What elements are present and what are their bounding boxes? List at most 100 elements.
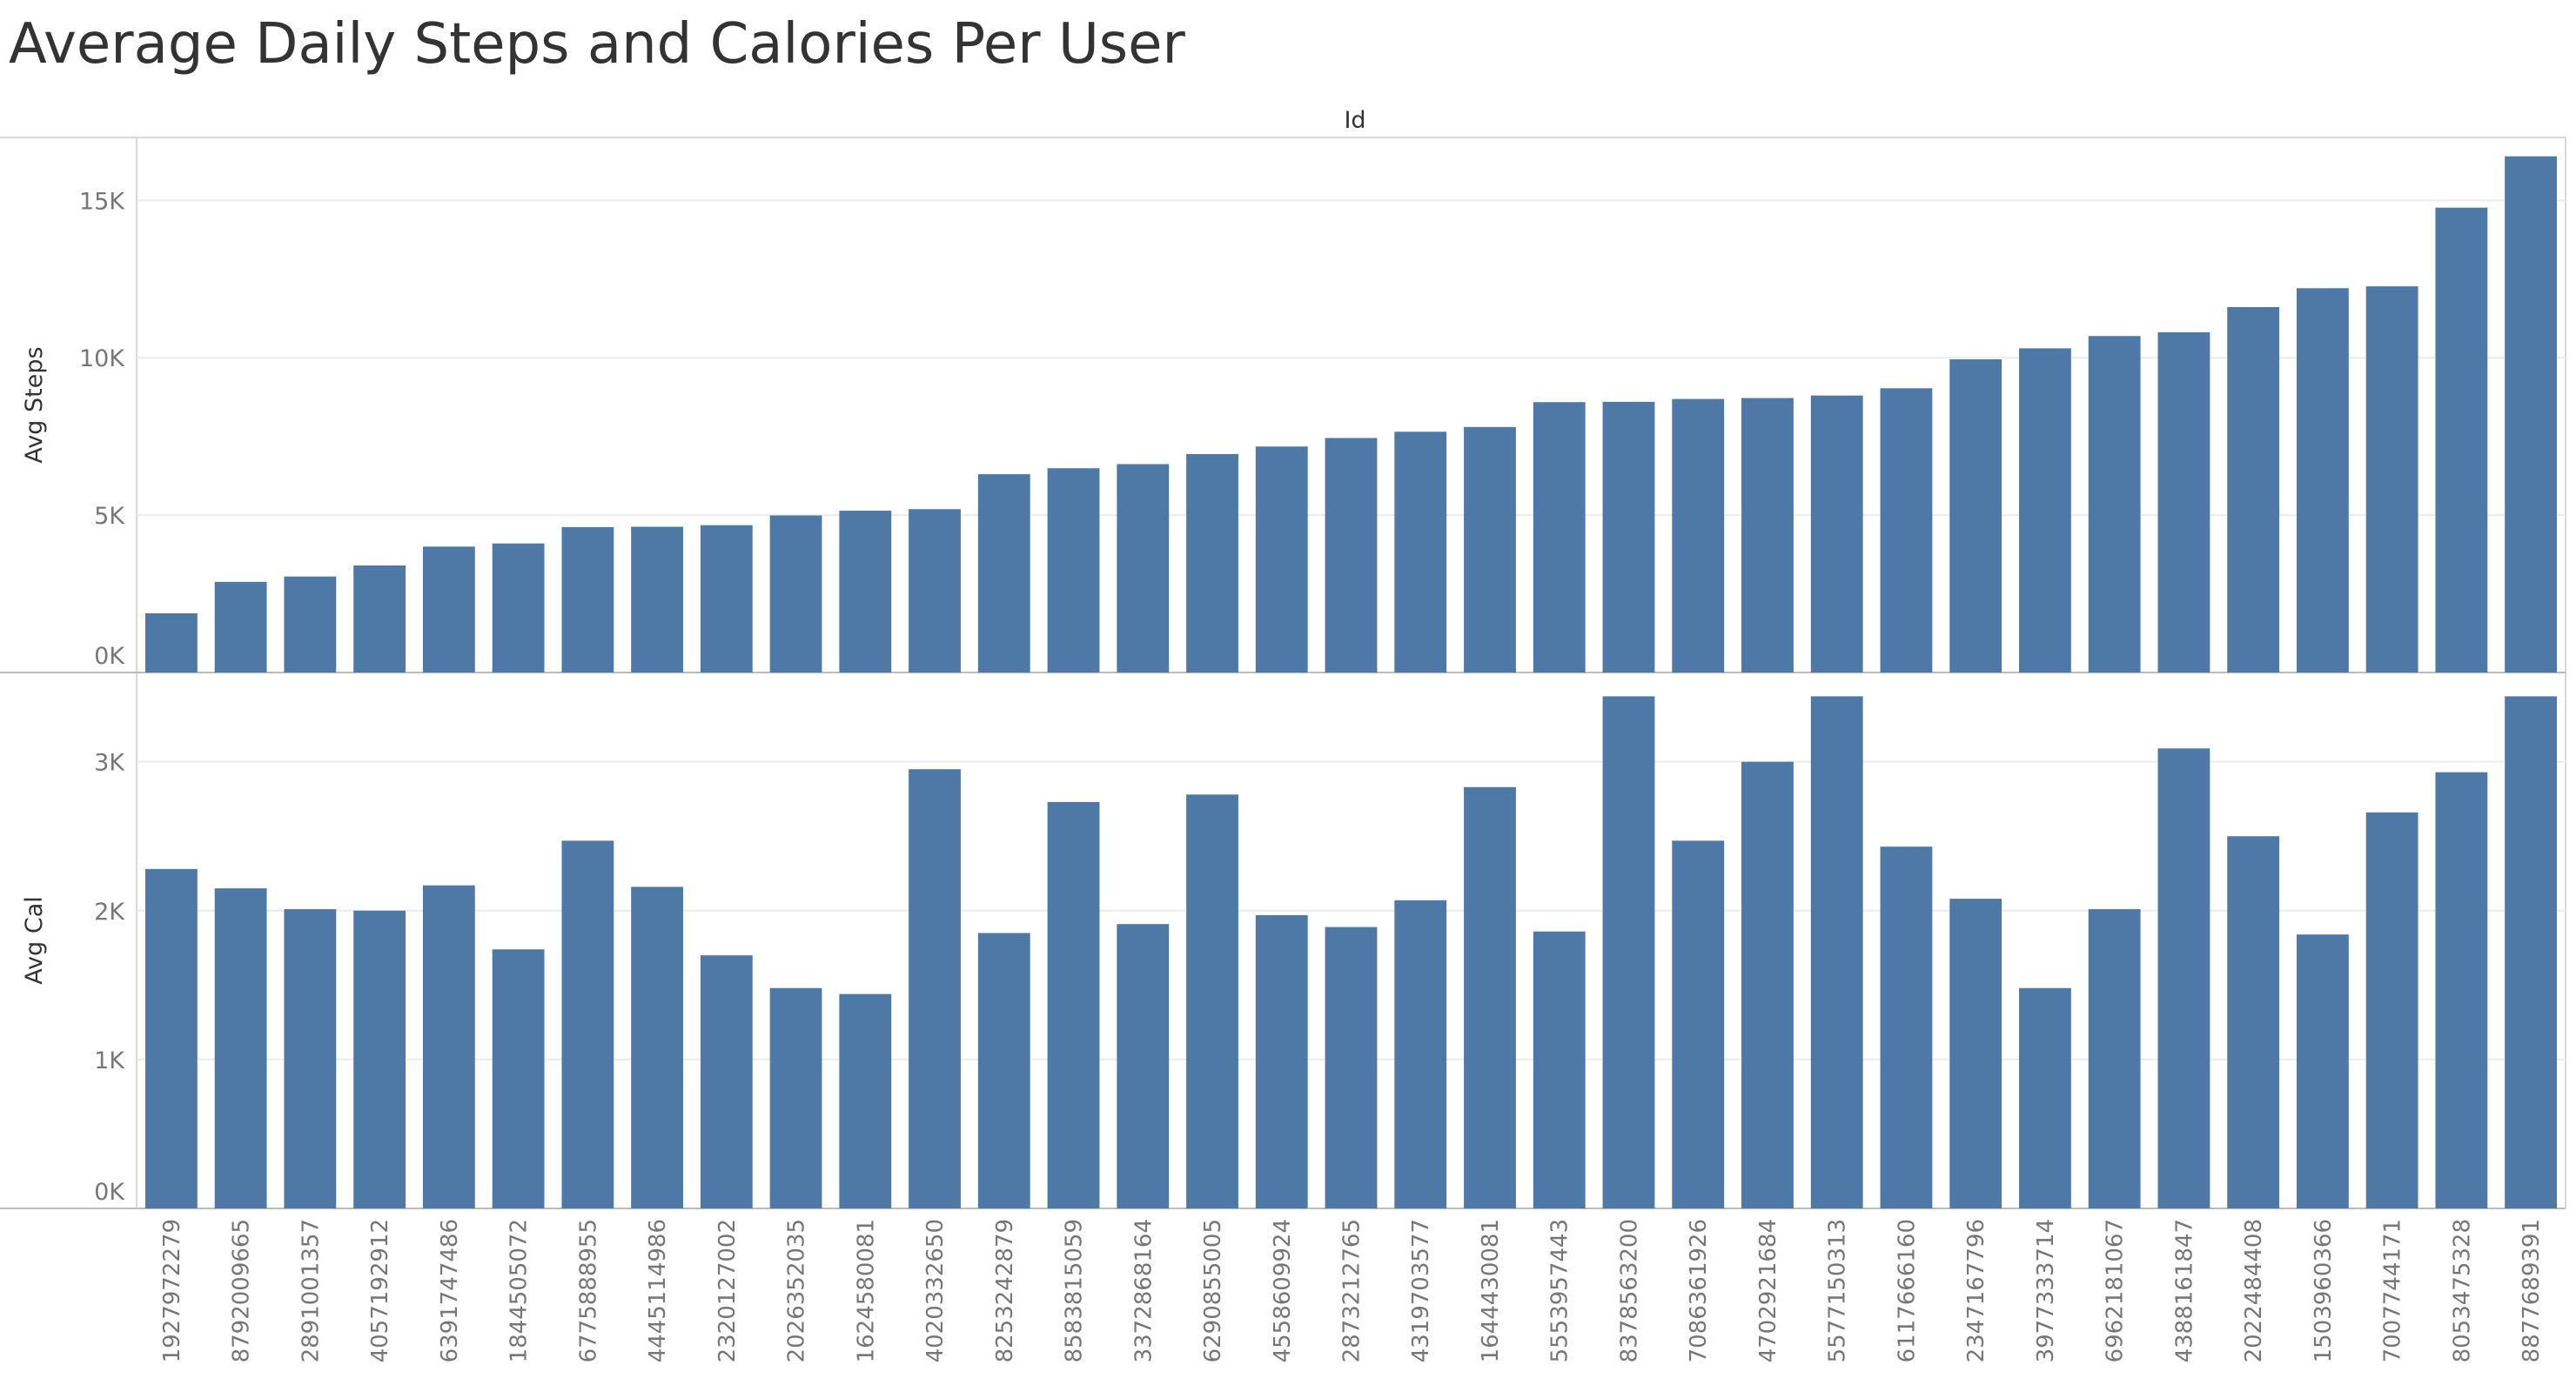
bar-steps-8877689391 [2505, 156, 2558, 673]
bar-steps-8253242879 [977, 474, 1030, 672]
x-tick-label: 1503960366 [2311, 1219, 2337, 1362]
x-tick-label: 4702921684 [1755, 1219, 1781, 1362]
x-tick-label: 2022484408 [2241, 1219, 2267, 1362]
bar-calories-2026352035 [769, 987, 822, 1208]
bar-calories-6117666160 [1880, 846, 1933, 1208]
x-tick-label: 7086361926 [1686, 1219, 1712, 1362]
x-tick-label: 2891001357 [298, 1219, 324, 1362]
bar-steps-5553957443 [1533, 402, 1586, 672]
bar-steps-2320127002 [700, 525, 753, 672]
bar-steps-8053475328 [2435, 207, 2488, 672]
bar-steps-7007744171 [2365, 286, 2418, 672]
bar-calories-1644430081 [1464, 786, 1516, 1208]
bar-steps-1503960366 [2296, 288, 2349, 672]
bar-steps-2022484408 [2227, 306, 2280, 672]
y-tick-label: 10K [79, 345, 125, 372]
bar-steps-4388161847 [2157, 331, 2210, 672]
bar-steps-4057192912 [353, 565, 406, 672]
x-tick-label: 8053475328 [2449, 1219, 2475, 1362]
x-tick-label: 6290855005 [1200, 1219, 1226, 1362]
x-tick-label: 1624580081 [853, 1219, 879, 1362]
bar-steps-2026352035 [769, 515, 822, 672]
chart-title: Average Daily Steps and Calories Per Use… [9, 12, 1185, 77]
bar-steps-4558609924 [1255, 446, 1308, 672]
bar-steps-1644430081 [1464, 426, 1516, 672]
x-tick-label: 8378563200 [1616, 1219, 1642, 1362]
bar-calories-2873212765 [1325, 927, 1378, 1208]
y-tick-label: 0K [94, 643, 125, 670]
bar-calories-8583815059 [1047, 801, 1100, 1208]
bar-steps-4319703577 [1394, 432, 1447, 672]
x-tick-label: 6775888955 [575, 1219, 601, 1362]
bar-calories-4319703577 [1394, 900, 1447, 1208]
bar-steps-4020332650 [909, 509, 961, 672]
bar-steps-4445114986 [631, 526, 683, 672]
bar-steps-3977333714 [2019, 348, 2071, 672]
bar-steps-6290855005 [1186, 453, 1238, 672]
bar-calories-8253242879 [977, 933, 1030, 1208]
x-tick-label: 6117666160 [1894, 1219, 1920, 1362]
y-tick-label: 3K [94, 750, 125, 777]
bar-steps-7086361926 [1672, 398, 1725, 672]
bar-calories-5577150313 [1810, 696, 1863, 1208]
bar-steps-1844505072 [492, 543, 545, 672]
bar-steps-5577150313 [1810, 395, 1863, 672]
x-tick-label: 3372868164 [1130, 1219, 1157, 1362]
bar-calories-4445114986 [631, 887, 683, 1208]
bar-calories-4057192912 [353, 910, 406, 1208]
y-axis-title-calories: Avg Cal [21, 896, 48, 985]
x-tick-label: 2026352035 [784, 1219, 810, 1362]
bar-steps-8792009665 [214, 581, 267, 672]
y-tick-label: 15K [79, 188, 125, 215]
bar-steps-6775888955 [561, 526, 614, 672]
y-tick-label: 2K [94, 899, 125, 926]
bar-steps-8378563200 [1602, 401, 1655, 672]
x-tick-label: 3977333714 [2033, 1219, 2059, 1362]
x-tick-label: 6391747486 [437, 1219, 463, 1362]
bar-calories-8792009665 [214, 888, 267, 1208]
x-tick-label: 1927972279 [159, 1219, 185, 1362]
x-tick-label: 6962181067 [2103, 1219, 2129, 1362]
bar-calories-6391747486 [422, 885, 475, 1208]
bar-steps-2891001357 [284, 576, 337, 672]
bar-calories-1624580081 [839, 994, 892, 1208]
y-axis-title-steps: Avg Steps [21, 346, 48, 463]
bar-calories-2347167796 [1949, 899, 2002, 1208]
column-header: Id [1344, 107, 1365, 134]
x-tick-label: 8877689391 [2519, 1219, 2545, 1362]
bar-calories-1503960366 [2296, 934, 2349, 1208]
x-tick-label: 1844505072 [506, 1219, 533, 1362]
bar-steps-3372868164 [1117, 464, 1170, 672]
bar-steps-1927972279 [144, 612, 198, 672]
bar-steps-6391747486 [422, 546, 475, 672]
bar-calories-2320127002 [700, 955, 753, 1208]
bar-steps-8583815059 [1047, 468, 1100, 672]
x-tick-label: 8253242879 [992, 1219, 1018, 1362]
x-tick-label: 5553957443 [1547, 1219, 1573, 1362]
bar-calories-6962181067 [2088, 909, 2141, 1208]
bar-calories-3977333714 [2019, 987, 2071, 1208]
x-tick-label: 2873212765 [1339, 1219, 1365, 1362]
bar-calories-1927972279 [144, 868, 198, 1208]
x-tick-label: 4445114986 [645, 1219, 671, 1362]
bar-calories-8378563200 [1602, 696, 1655, 1208]
x-tick-label: 2347167796 [1963, 1219, 1989, 1362]
bar-steps-1624580081 [839, 511, 892, 672]
y-tick-label: 5K [94, 503, 125, 530]
x-tick-label: 1644430081 [1478, 1219, 1504, 1362]
x-tick-label: 8792009665 [229, 1219, 255, 1362]
x-tick-label: 8583815059 [1062, 1219, 1088, 1362]
bar-steps-6117666160 [1880, 388, 1933, 672]
bar-calories-5553957443 [1533, 931, 1586, 1208]
x-tick-label: 4057192912 [367, 1219, 393, 1362]
bar-calories-6775888955 [561, 840, 614, 1208]
bar-calories-7007744171 [2365, 812, 2418, 1208]
bar-calories-2022484408 [2227, 836, 2280, 1208]
bar-calories-7086361926 [1672, 840, 1725, 1208]
x-tick-label: 4558609924 [1270, 1219, 1296, 1362]
y-tick-label: 1K [94, 1047, 125, 1074]
bar-calories-4020332650 [909, 769, 961, 1208]
x-tick-label: 2320127002 [714, 1219, 741, 1362]
bar-calories-1844505072 [492, 949, 545, 1208]
